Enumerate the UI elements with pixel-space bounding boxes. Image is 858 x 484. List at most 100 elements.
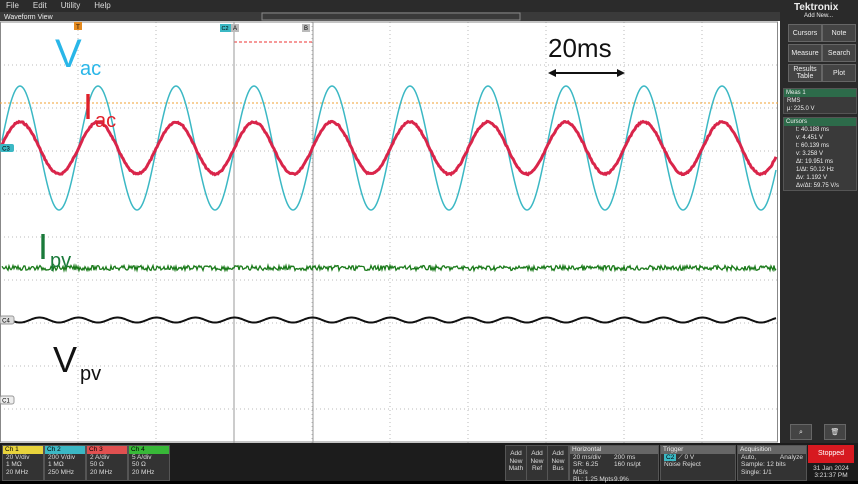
cursor-readout: Δt: 19.951 ms: [796, 159, 834, 165]
channel-name: Ch 3: [87, 446, 127, 454]
cursor-readout: Δv: 1.192 V: [796, 175, 828, 181]
vac-trace: [1, 85, 777, 211]
marker-label: C2: [221, 26, 228, 32]
marker-label: C4: [2, 319, 10, 325]
logo: Tektronix: [794, 2, 839, 13]
add-new-label: Add: [531, 450, 543, 457]
menu-item[interactable]: Edit: [32, 1, 47, 10]
cursor-panel[interactable]: Cursors t: 40.188 ms v: 4.451 V t: 60.139 …: [783, 117, 857, 191]
channel-setting: 200 V/div: [48, 453, 76, 461]
channel-setting: 20 MHz: [132, 468, 155, 476]
annotation: V: [53, 339, 77, 380]
add-new-button[interactable]: Add New Bus: [547, 445, 569, 481]
add-new-button[interactable]: Add New Ref: [526, 445, 548, 481]
add-new-label: Add: [552, 450, 564, 457]
annotation: 20ms: [548, 33, 612, 63]
vpv-trace: [1, 316, 777, 324]
record-bar: [261, 12, 521, 21]
ch-marker: [0, 315, 15, 325]
horizontal-setting: 200 ms: [614, 453, 636, 461]
zoom-button[interactable]: ⌕: [790, 424, 812, 440]
time: 3:21:37 PM: [814, 472, 848, 479]
meas-panel[interactable]: Meas 1 RMS μ: 225.0 V: [783, 88, 857, 114]
channel-setting: 20 MHz: [6, 468, 29, 476]
cursor-readout: t: 40.188 ms: [796, 127, 830, 133]
horizontal-setting: 160 ns/pt: [614, 461, 641, 468]
arrow-heads: [548, 69, 625, 77]
channel-box[interactable]: Ch 1 20 V/div 1 MΩ 20 MHz: [2, 445, 44, 481]
acq-analyze: Analyze: [779, 453, 803, 461]
trigger-marker: [74, 22, 82, 30]
annotation: pv: [80, 363, 101, 385]
add-new-label: Bus: [552, 465, 564, 472]
channel-name: Ch 2: [45, 446, 85, 454]
button[interactable]: Measure: [788, 44, 822, 62]
annotation: V: [55, 32, 82, 76]
ipv-trace: [1, 263, 777, 273]
cursor-title: Cursors: [784, 118, 856, 126]
side-panel: Tektronix Add New... Cursors Note Measur…: [780, 0, 858, 443]
menu-item[interactable]: Help: [94, 1, 111, 10]
view-header: [0, 12, 780, 21]
channel-setting: 50 Ω: [132, 461, 146, 468]
cursor-readout: Δv/Δt: 59.75 V/s: [796, 183, 840, 189]
box-title: Horizontal: [570, 446, 658, 454]
channel-setting: 5 A/div: [132, 453, 152, 461]
trigger-box[interactable]: Trigger C2 ⟋ 0 V Noise Reject: [660, 445, 736, 481]
button[interactable]: Plot: [822, 64, 856, 82]
cursor-readout: t: 60.139 ms: [796, 143, 830, 149]
meas-type: RMS: [787, 98, 801, 104]
trigger-level: 0 V: [684, 453, 695, 461]
menu-item[interactable]: Utility: [60, 1, 81, 10]
box-title: Trigger: [661, 446, 735, 454]
channel-setting: 20 V/div: [6, 453, 30, 461]
annotation: I: [38, 226, 48, 267]
trigger-source: C2: [664, 453, 677, 461]
cursor-readout: 1/Δt: 50.12 Hz: [796, 167, 835, 173]
acquisition-box[interactable]: Acquisition Auto, Analyze Sample: 12 bit…: [737, 445, 807, 481]
grid-border: [0, 21, 778, 443]
button[interactable]: Results Table: [788, 64, 822, 82]
add-new-button[interactable]: Add New Math: [505, 445, 527, 481]
add-new-label: Ref: [531, 465, 543, 472]
button[interactable]: Cursors: [788, 24, 822, 42]
channel-setting: 20 MHz: [90, 468, 113, 476]
meas-title: Meas 1: [784, 89, 856, 97]
cursor-readout: v: 3.258 V: [796, 151, 824, 157]
horizontal-box[interactable]: Horizontal 20 ms/div 200 ms SR: 6.25 MS/s 1…: [569, 445, 659, 483]
add-new-label: New: [509, 457, 523, 465]
add-new-label: Math: [508, 465, 524, 472]
annotation: ac: [80, 58, 101, 80]
channel-name: Ch 1: [3, 446, 43, 454]
bottom-bar: Add New Math Add New Ref Add New Bus Horizonta…: [0, 443, 858, 483]
channel-box[interactable]: Ch 2 200 V/div 1 MΩ 250 MHz: [44, 445, 86, 481]
acq-single: Single: 1/1: [741, 468, 772, 476]
marker-label: T: [76, 25, 80, 31]
add-new-label: Add: [510, 450, 522, 457]
add-new-label: New: [530, 457, 544, 465]
view-title: Waveform View: [4, 14, 54, 21]
annotation: I: [83, 86, 93, 127]
button[interactable]: Note: [822, 24, 856, 42]
menu-item[interactable]: File: [6, 1, 19, 10]
marker: [231, 24, 239, 32]
ch-marker: [0, 144, 14, 152]
trigger-mode: Noise Reject: [664, 461, 701, 468]
delete-button[interactable]: 🗑: [824, 424, 846, 440]
add-new[interactable]: Add New...: [804, 13, 834, 19]
background: [0, 12, 780, 443]
annotation: ac: [95, 110, 116, 132]
horizontal-setting: 9.9%: [614, 476, 629, 483]
button[interactable]: Search: [822, 44, 856, 62]
ch-marker: [0, 395, 15, 405]
marker-label: A: [233, 26, 237, 32]
horizontal-setting: RL: 1.25 Mpts: [573, 476, 614, 483]
acq-sample: Sample: 12 bits: [741, 461, 786, 468]
marker: [302, 24, 310, 32]
run-state[interactable]: Stopped: [808, 445, 854, 463]
menu-bar: File Edit Utility Help: [0, 0, 780, 12]
channel-setting: 1 MΩ: [48, 461, 64, 468]
